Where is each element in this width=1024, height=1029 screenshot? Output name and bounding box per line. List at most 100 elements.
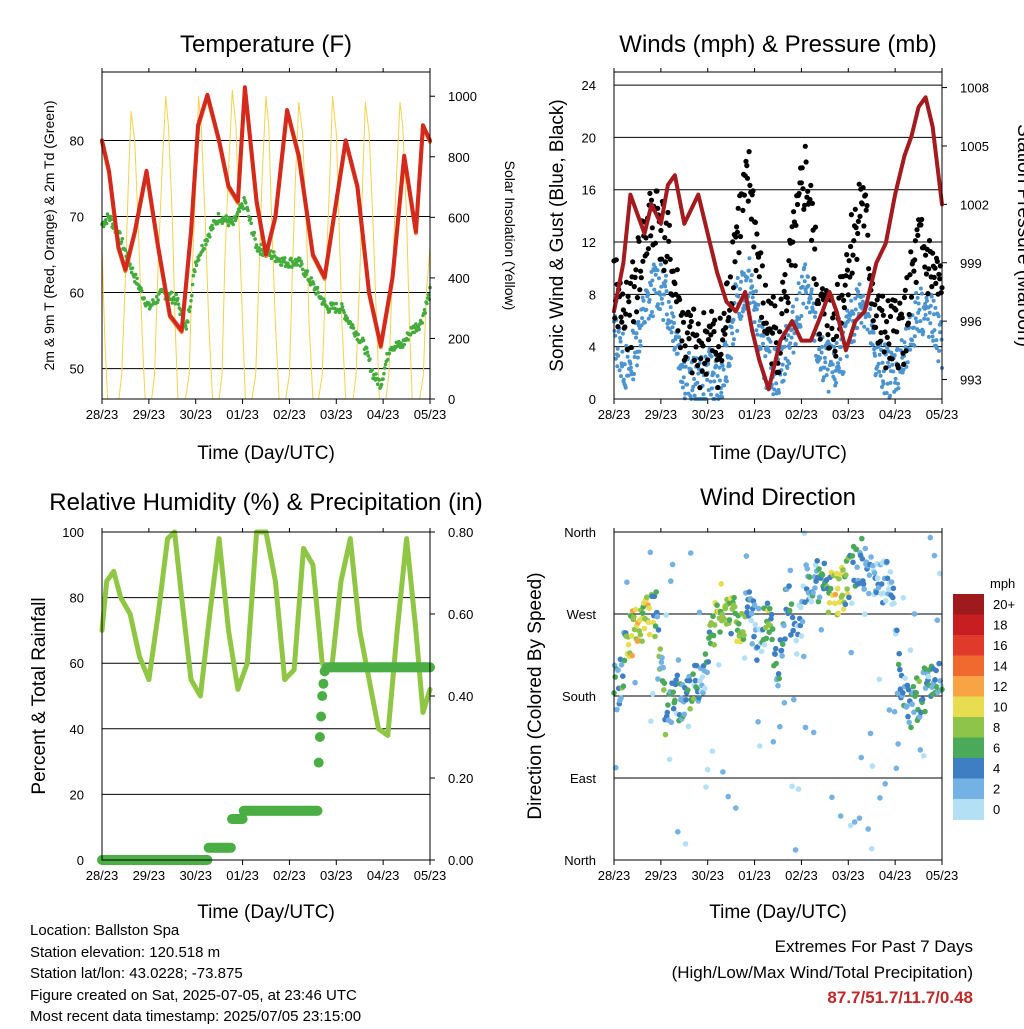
wind-point	[851, 311, 856, 316]
wind-point	[771, 392, 776, 397]
wind-point	[731, 317, 736, 322]
gust-point	[752, 219, 759, 225]
dewpoint-point	[386, 357, 390, 362]
wind-point	[663, 279, 668, 284]
gust-point	[624, 346, 630, 352]
panel-2: Winds (mph) & Pressure (mb) Time (Day/UTC…	[547, 31, 1024, 464]
wind-point	[730, 331, 735, 336]
dewpoint-point	[204, 242, 208, 247]
direction-point	[752, 621, 758, 628]
gust-point	[762, 282, 769, 288]
dewpoint-point	[248, 216, 253, 221]
wind-point	[925, 317, 930, 322]
direction-point	[904, 703, 910, 709]
y-axis-label: Sonic Wind & Gust (Blue, Black)	[547, 99, 568, 371]
extremes-title: Extremes For Past 7 Days	[774, 937, 973, 956]
direction-point	[789, 783, 795, 790]
wind-point	[724, 379, 729, 384]
direction-point	[669, 561, 676, 568]
y2-tick-label: 0.00	[448, 853, 473, 868]
direction-point	[856, 580, 862, 587]
wind-point	[714, 363, 719, 368]
y-tick-label: 12	[582, 235, 596, 250]
gust-point	[737, 233, 744, 240]
direction-point	[654, 613, 661, 620]
gust-point	[832, 348, 838, 354]
dewpoint-point	[375, 382, 380, 387]
gust-point	[908, 294, 915, 300]
dewpoint-point	[299, 259, 303, 264]
gust-point	[705, 337, 712, 343]
gust-points	[611, 143, 945, 391]
direction-point	[632, 679, 638, 686]
wind-point	[649, 283, 653, 288]
x-tick-label: 29/23	[133, 407, 166, 422]
direction-point	[917, 747, 924, 753]
wind-point	[628, 365, 633, 370]
gust-point	[705, 357, 711, 363]
gust-point	[753, 267, 759, 274]
gust-point	[735, 205, 741, 211]
wind-point	[914, 320, 919, 324]
gust-point	[865, 232, 871, 238]
direction-point	[902, 675, 908, 681]
dewpoint-point	[257, 246, 261, 250]
direction-point	[821, 560, 828, 567]
wind-point	[899, 338, 904, 343]
gust-point	[802, 202, 808, 208]
wind-point	[890, 362, 895, 367]
station-info: Location: Ballston Spa Station elevation…	[30, 920, 361, 1028]
gust-point	[768, 300, 774, 306]
dewpoint-point	[351, 326, 356, 330]
gust-point	[925, 291, 931, 297]
gust-point	[648, 197, 655, 203]
direction-point	[832, 600, 838, 607]
extremes-box: Extremes For Past 7 Days (High/Low/Max W…	[672, 934, 973, 1011]
direction-point	[754, 657, 760, 663]
wind-point	[680, 385, 685, 390]
gust-point	[848, 212, 855, 218]
dewpoint-point	[365, 350, 370, 355]
direction-point	[647, 549, 654, 556]
y2-tick-label: 1000	[448, 89, 477, 104]
wind-point	[763, 354, 768, 359]
gust-point	[841, 297, 847, 303]
direction-point	[859, 556, 866, 562]
gust-point	[929, 284, 935, 290]
direction-point	[921, 753, 927, 759]
dewpoint-point	[272, 250, 276, 254]
direction-point	[646, 605, 652, 611]
gust-point	[712, 317, 718, 323]
wind-point	[825, 367, 830, 372]
gust-point	[634, 295, 641, 301]
direction-point	[772, 651, 778, 657]
direction-point	[851, 819, 858, 825]
direction-point	[834, 585, 841, 592]
wind-point	[619, 361, 624, 366]
dewpoint-point	[202, 247, 207, 251]
y-tick-label: 60	[70, 286, 84, 301]
direction-point	[649, 691, 656, 697]
direction-point	[788, 601, 795, 607]
dewpoint-point	[249, 221, 253, 226]
wind-point	[923, 301, 928, 306]
wind-point	[638, 339, 643, 344]
direction-point	[699, 674, 706, 680]
dewpoint-point	[311, 282, 316, 286]
wind-point	[836, 361, 840, 366]
direction-point	[612, 674, 618, 680]
direction-point	[764, 600, 771, 607]
direction-point	[731, 604, 738, 610]
speed-legend: mph 20+ 18 16 14 12 10 8 6 4 2 0	[953, 576, 1015, 820]
gust-point	[791, 209, 797, 215]
gust-point	[701, 310, 707, 316]
gust-point	[652, 240, 659, 246]
gust-point	[759, 314, 765, 320]
legend-swatch	[953, 614, 984, 636]
direction-point	[802, 724, 809, 731]
wind-point	[884, 391, 889, 395]
direction-point	[836, 599, 843, 606]
direction-point	[779, 641, 786, 647]
dewpoint-point	[197, 258, 201, 262]
gust-point	[886, 341, 892, 347]
